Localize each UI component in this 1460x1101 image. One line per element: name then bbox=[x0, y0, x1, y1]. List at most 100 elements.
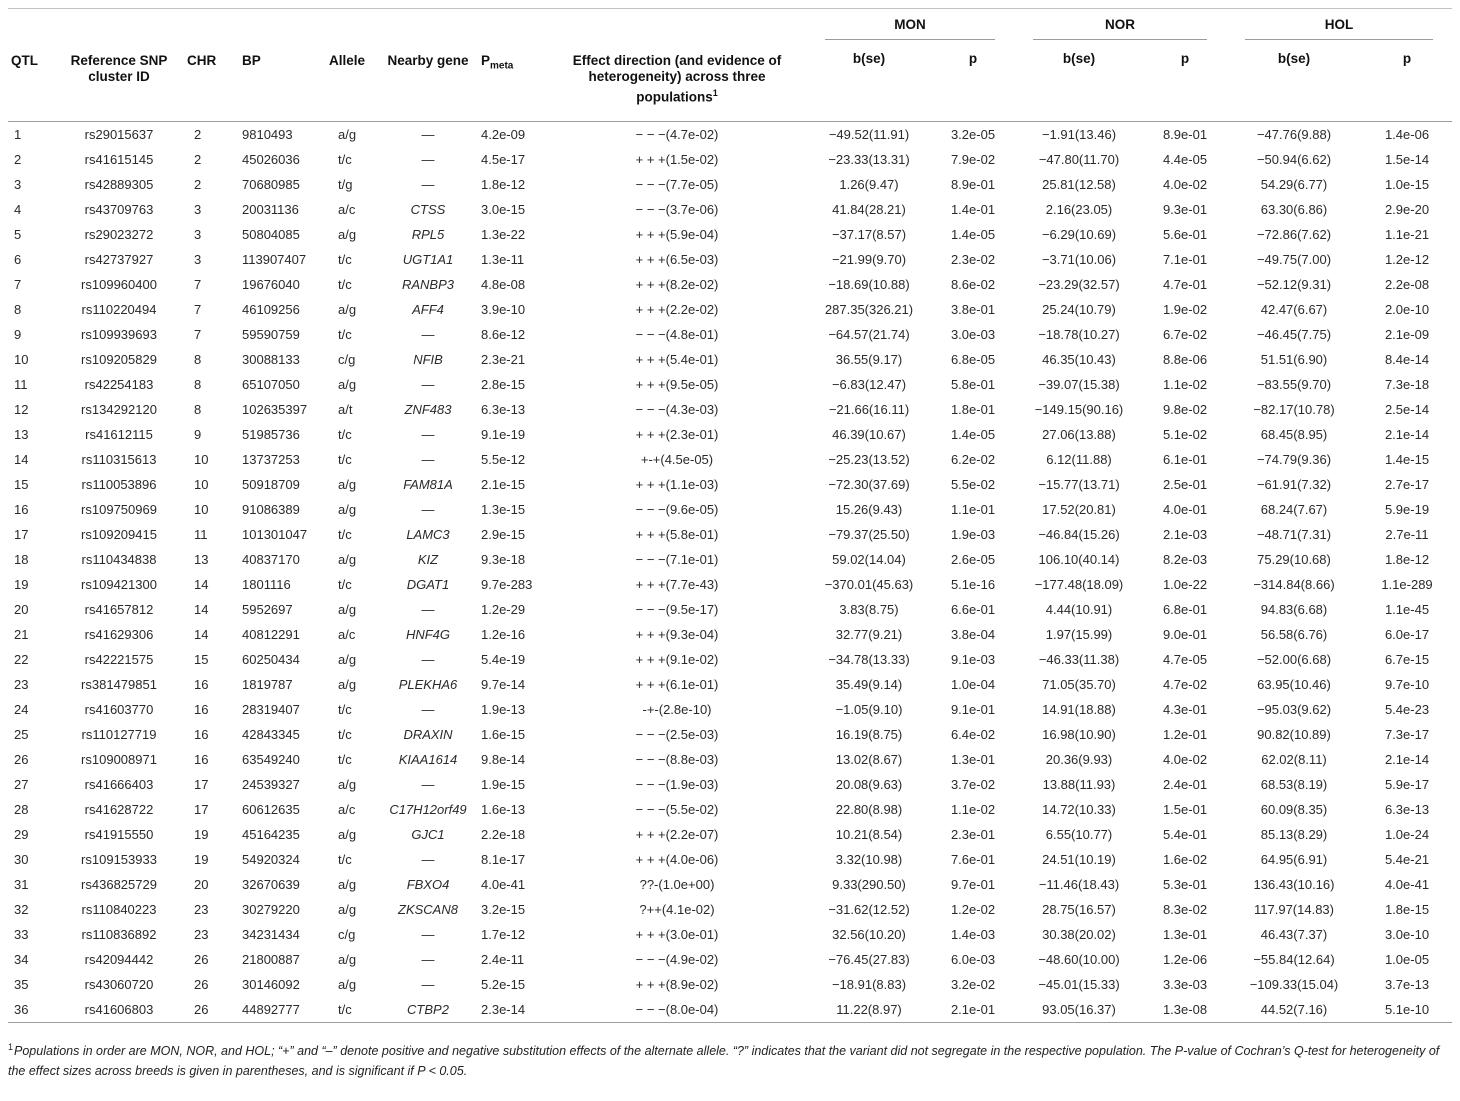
cell-chr: 13 bbox=[194, 551, 209, 567]
cell-bp: 70680985 bbox=[242, 176, 300, 192]
cell-mon_p: 1.3e-01 bbox=[950, 751, 996, 767]
cell-pmeta: 1.9e-15 bbox=[481, 776, 526, 792]
table-row: 34 rs42094442 26 21800887 a/g — 2.4e-11 − − −(4… bbox=[8, 947, 1452, 972]
cell-effect: + + +(9.1e-02) bbox=[635, 651, 719, 667]
cell-qtl: 3 bbox=[14, 176, 22, 192]
cell-qtl: 30 bbox=[14, 851, 29, 867]
cell-pmeta: 2.3e-14 bbox=[478, 997, 548, 1023]
table-row: 35 rs43060720 26 30146092 a/g — 5.2e-15 + + +(8… bbox=[8, 972, 1452, 997]
cell-snp: rs41666403 bbox=[84, 776, 154, 792]
cell-effect: + + +(9.5e-05) bbox=[635, 376, 719, 392]
cell-pmeta: 1.2e-29 bbox=[481, 601, 526, 617]
cell-chr: 16 bbox=[194, 726, 209, 742]
col-header-pmeta: Pmeta bbox=[478, 8, 548, 122]
cell-nor_bse: 16.98(10.90) bbox=[1042, 726, 1116, 742]
cell-hol_bse: 117.97(14.83) bbox=[1254, 901, 1334, 917]
cell-nor_p: 8.3e-02 bbox=[1162, 901, 1208, 917]
cell-hol_bse: −52.12(9.31) bbox=[1256, 276, 1332, 292]
col-header-hol-p: p bbox=[1362, 47, 1452, 122]
table-body: 1 rs29015637 2 9810493 a/g —4.2e-09− − −(4.7e… bbox=[8, 122, 1452, 1023]
col-header-nor-p: p bbox=[1144, 47, 1226, 122]
cell-pmeta: 1.8e-12 bbox=[481, 176, 526, 192]
cell-qtl: 21 bbox=[14, 626, 29, 642]
cell-gene: — bbox=[421, 326, 435, 342]
cell-snp: rs110053896 bbox=[81, 476, 157, 492]
cell-mon_p: 8.6e-02 bbox=[950, 276, 996, 292]
cell-chr: 26 bbox=[194, 976, 209, 992]
cell-qtl: 15 bbox=[14, 476, 29, 492]
cell-bp: 65107050 bbox=[242, 376, 300, 392]
cell-bp: 5952697 bbox=[242, 601, 293, 617]
cell-nor_p: 6.7e-02 bbox=[1162, 326, 1208, 342]
cell-mon_bse: −76.45(27.83) bbox=[828, 951, 910, 967]
col-header-effect: Effect direction (and evidence of hetero… bbox=[548, 8, 806, 122]
cell-mon_p: 2.6e-05 bbox=[950, 551, 996, 567]
cell-chr: 7 bbox=[194, 276, 202, 292]
cell-mon_bse: −79.37(25.50) bbox=[828, 526, 910, 542]
cell-effect: + + +(8.2e-02) bbox=[635, 276, 719, 292]
cell-effect: + + +(9.3e-04) bbox=[635, 626, 719, 642]
cell-snp: rs42737927 bbox=[84, 251, 154, 267]
cell-chr: 17 bbox=[194, 776, 209, 792]
cell-hol_bse: −52.00(6.68) bbox=[1256, 651, 1332, 667]
cell-hol_p: 1.1e-21 bbox=[1384, 226, 1430, 242]
cell-hol_p: 4.0e-41 bbox=[1384, 876, 1430, 892]
cell-hol_p: 7.3e-17 bbox=[1384, 726, 1430, 742]
cell-mon_p: 1.0e-04 bbox=[950, 676, 996, 692]
cell-effect: − − −(8.0e-04) bbox=[548, 997, 806, 1023]
col-header-hol-bse: b(se) bbox=[1226, 47, 1362, 122]
cell-effect: − − −(2.5e-03) bbox=[635, 726, 719, 742]
cell-mon_p: 2.3e-01 bbox=[950, 826, 996, 842]
cell-hol_bse: 136.43(10.16) bbox=[1253, 876, 1335, 892]
cell-mon_bse: 10.21(8.54) bbox=[835, 826, 903, 842]
cell-effect: − − −(4.8e-01) bbox=[635, 326, 719, 342]
cell-effect: + + +(1.1e-03) bbox=[635, 476, 719, 492]
cell-qtl: 7 bbox=[14, 276, 22, 292]
cell-allele: t/c bbox=[338, 151, 352, 167]
group-header-hol: HOL bbox=[1226, 9, 1452, 48]
cell-chr: 26 bbox=[194, 951, 209, 967]
cell-nor_p: 1.0e-22 bbox=[1162, 576, 1208, 592]
cell-bp: 40812291 bbox=[242, 626, 300, 642]
cell-pmeta: 1.9e-13 bbox=[481, 701, 526, 717]
cell-mon_bse: 35.49(9.14) bbox=[835, 676, 903, 692]
cell-hol_p: 2.0e-10 bbox=[1384, 301, 1430, 317]
cell-mon_p: 6.4e-02 bbox=[950, 726, 996, 742]
cell-nor_bse: −15.77(13.71) bbox=[1038, 476, 1120, 492]
table-row: 12 rs134292120 8 102635397 a/t ZNF483 6.3e-13 −… bbox=[8, 397, 1452, 422]
cell-nor_p: 1.2e-01 bbox=[1162, 726, 1208, 742]
cell-nor_p: 2.5e-01 bbox=[1162, 476, 1208, 492]
cell-hol_p: 2.7e-17 bbox=[1384, 476, 1430, 492]
cell-pmeta: 5.4e-19 bbox=[481, 651, 526, 667]
cell-allele: a/c bbox=[338, 801, 356, 817]
cell-qtl: 34 bbox=[14, 951, 29, 967]
cell-mon_bse: −31.62(12.52) bbox=[828, 901, 910, 917]
cell-effect: − − −(4.7e-02) bbox=[635, 126, 719, 142]
cell-pmeta: 2.9e-15 bbox=[481, 526, 526, 542]
cell-bp: 9810493 bbox=[242, 126, 293, 142]
cell-mon_p: 8.9e-01 bbox=[950, 176, 996, 192]
cell-hol_p: 6.7e-15 bbox=[1384, 651, 1430, 667]
cell-snp: rs110127719 bbox=[81, 726, 157, 742]
cell-nor_p: 5.6e-01 bbox=[1162, 226, 1208, 242]
cell-pmeta: 6.3e-13 bbox=[481, 401, 526, 417]
cell-snp: rs41612115 bbox=[85, 426, 153, 442]
cell-nor_p: 1.6e-02 bbox=[1162, 851, 1208, 867]
cell-bp: 32670639 bbox=[242, 876, 300, 892]
group-header-nor: NOR bbox=[1014, 9, 1226, 48]
cell-snp: rs110434838 bbox=[81, 551, 157, 567]
cell-nor_bse: 30.38(20.02) bbox=[1042, 926, 1116, 942]
cell-effect: + + +(7.7e-43) bbox=[635, 576, 719, 592]
cell-pmeta: 2.1e-15 bbox=[481, 476, 526, 492]
table-row: 25 rs110127719 16 42843345 t/c DRAXIN 1.6e-15 −… bbox=[8, 722, 1452, 747]
cell-bp: 24539327 bbox=[242, 776, 300, 792]
col-header-snp: Reference SNP cluster ID bbox=[54, 8, 184, 122]
cell-mon_p: 1.9e-03 bbox=[950, 526, 996, 542]
cell-nor_p: 1.5e-01 bbox=[1162, 801, 1208, 817]
cell-bp: 20031136 bbox=[242, 201, 299, 217]
cell-bp: 13737253 bbox=[242, 451, 300, 467]
qtl-association-table: QTL Reference SNP cluster ID CHR BP Alle… bbox=[8, 8, 1452, 1023]
cell-hol_p: 1.4e-15 bbox=[1384, 451, 1430, 467]
cell-hol_p: 7.3e-18 bbox=[1384, 376, 1430, 392]
cell-nor_bse: −6.29(10.69) bbox=[1041, 226, 1117, 242]
